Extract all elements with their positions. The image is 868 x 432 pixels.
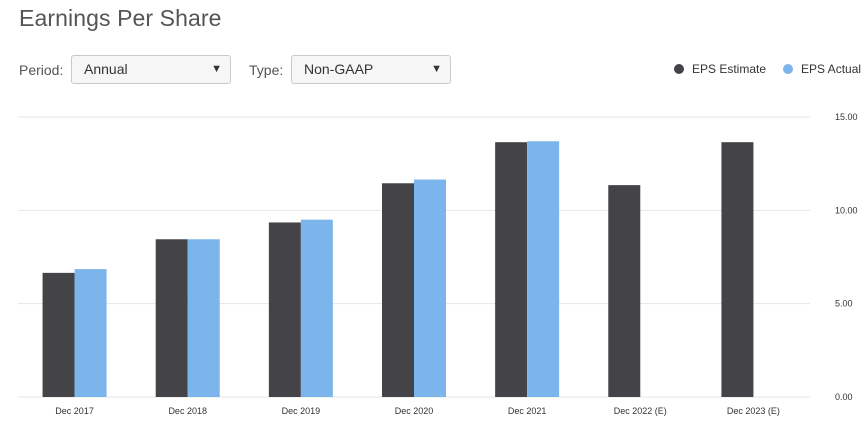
period-label: Period: bbox=[19, 62, 64, 78]
period-chevron-down-icon: ▼ bbox=[211, 63, 222, 75]
type-select[interactable]: Non-GAAP ▼ bbox=[291, 55, 451, 84]
bar-eps-estimate[interactable] bbox=[721, 142, 754, 397]
bar-eps-estimate[interactable] bbox=[42, 272, 75, 397]
x-tick-label: Dec 2021 bbox=[508, 406, 547, 416]
x-tick-label: Dec 2020 bbox=[395, 406, 434, 416]
x-tick-label: Dec 2023 (E) bbox=[727, 406, 780, 416]
bar-eps-actual[interactable] bbox=[414, 179, 446, 397]
legend-estimate-label: EPS Estimate bbox=[692, 62, 767, 76]
x-tick-label: Dec 2018 bbox=[168, 406, 207, 416]
bar-eps-actual[interactable] bbox=[74, 269, 107, 397]
y-tick-label: 10.00 bbox=[835, 205, 858, 215]
y-tick-label: 0.00 bbox=[835, 392, 853, 402]
legend-item-eps-actual[interactable]: EPS Actual bbox=[783, 62, 861, 76]
bar-eps-actual[interactable] bbox=[187, 239, 220, 397]
type-label: Type: bbox=[249, 62, 284, 78]
bar-eps-actual[interactable] bbox=[527, 141, 560, 397]
y-tick-label: 5.00 bbox=[835, 299, 853, 309]
period-select-value: Annual bbox=[84, 61, 128, 77]
y-tick-label: 15.00 bbox=[835, 112, 858, 122]
legend-estimate-dot-icon bbox=[674, 64, 684, 74]
type-chevron-down-icon: ▼ bbox=[431, 63, 442, 75]
period-select[interactable]: Annual ▼ bbox=[71, 55, 231, 84]
legend-item-eps-estimate[interactable]: EPS Estimate bbox=[674, 62, 766, 76]
type-select-value: Non-GAAP bbox=[304, 61, 374, 77]
bar-eps-estimate[interactable] bbox=[382, 183, 414, 397]
bar-eps-estimate[interactable] bbox=[495, 142, 528, 397]
bar-eps-estimate[interactable] bbox=[268, 222, 301, 397]
x-tick-label: Dec 2019 bbox=[282, 406, 321, 416]
bar-eps-estimate[interactable] bbox=[155, 239, 188, 397]
page-title: Earnings Per Share bbox=[19, 5, 222, 31]
legend-actual-label: EPS Actual bbox=[801, 62, 862, 76]
bar-eps-estimate[interactable] bbox=[608, 185, 641, 397]
x-tick-label: Dec 2022 (E) bbox=[614, 406, 667, 416]
bar-eps-actual[interactable] bbox=[300, 219, 333, 397]
x-tick-label: Dec 2017 bbox=[55, 406, 94, 416]
legend-actual-dot-icon bbox=[783, 64, 793, 74]
